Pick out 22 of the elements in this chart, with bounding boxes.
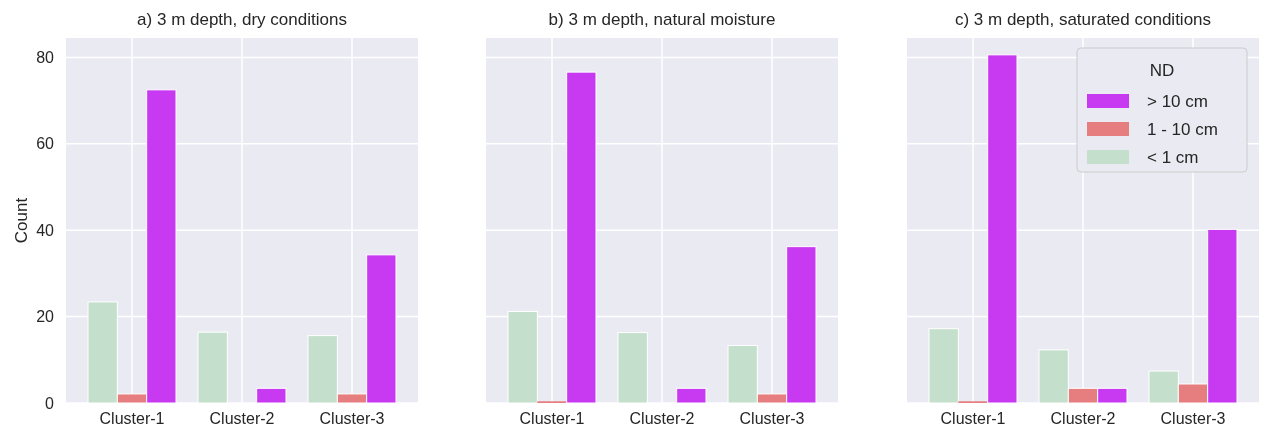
chart-title: b) 3 m depth, natural moisture xyxy=(548,10,776,29)
x-tick-label: Cluster-3 xyxy=(739,410,805,428)
x-tick-label: Cluster-2 xyxy=(209,410,275,428)
y-tick-label: 0 xyxy=(45,394,55,412)
legend-label: < 1 cm xyxy=(1147,148,1199,167)
x-tick-label: Cluster-2 xyxy=(1050,410,1116,428)
x-tick-label: Cluster-2 xyxy=(629,410,695,428)
x-tick-label: Cluster-1 xyxy=(519,410,585,428)
y-tick-label: 80 xyxy=(36,49,55,67)
x-tick-label: Cluster-3 xyxy=(319,410,385,428)
y-axis-title: Count xyxy=(12,197,31,244)
x-tick-label: Cluster-3 xyxy=(1160,410,1226,428)
chart-title: a) 3 m depth, dry conditions xyxy=(137,10,347,29)
legend-label: > 10 cm xyxy=(1147,92,1208,111)
y-tick-label: 20 xyxy=(36,308,55,326)
x-tick-label: Cluster-1 xyxy=(99,410,165,428)
x-tick-label: Cluster-1 xyxy=(940,410,1006,428)
y-tick-label: 40 xyxy=(36,221,55,239)
y-tick-label: 60 xyxy=(36,135,55,153)
legend-label: 1 - 10 cm xyxy=(1147,120,1218,139)
legend-title: ND xyxy=(1149,61,1175,80)
chart-title: c) 3 m depth, saturated conditions xyxy=(954,10,1212,29)
